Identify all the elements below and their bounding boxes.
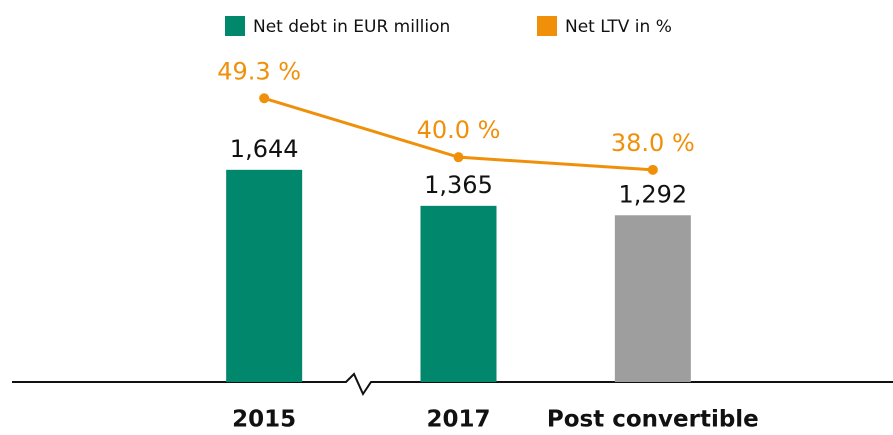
- bar-value-label: 1,644: [230, 135, 299, 163]
- legend-swatch: [225, 16, 245, 36]
- bar: [420, 205, 497, 382]
- line-point: [259, 93, 270, 104]
- line-value-label: 38.0 %: [611, 129, 695, 157]
- bar: [614, 215, 691, 382]
- line-value-label: 40.0 %: [417, 116, 501, 144]
- legend-label: Net debt in EUR million: [253, 17, 450, 37]
- line-value-label: 49.3 %: [217, 57, 301, 85]
- legend-label: Net LTV in %: [565, 17, 672, 37]
- line-point: [453, 152, 464, 163]
- x-tick-label: Post convertible: [547, 407, 759, 433]
- x-tick-label: 2015: [232, 407, 296, 433]
- x-tick-label: 2017: [426, 407, 490, 433]
- bar-value-label: 1,292: [618, 180, 687, 208]
- line-point: [647, 164, 658, 175]
- bar-value-label: 1,365: [424, 171, 493, 199]
- bar: [226, 169, 303, 382]
- legend-swatch: [537, 16, 557, 36]
